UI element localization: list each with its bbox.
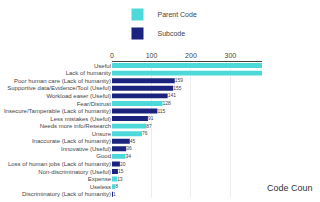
svg-text:Supportive data/Evidence/Tool: Supportive data/Evidence/Tool (Useful) bbox=[7, 85, 111, 91]
svg-text:8: 8 bbox=[115, 184, 118, 189]
svg-text:Needs more info/Research: Needs more info/Research bbox=[40, 123, 111, 129]
svg-text:Unsure: Unsure bbox=[92, 131, 112, 137]
svg-text:Expense: Expense bbox=[88, 176, 112, 182]
svg-text:200: 200 bbox=[185, 52, 197, 59]
svg-text:Good: Good bbox=[96, 153, 111, 159]
svg-text:45: 45 bbox=[130, 139, 136, 144]
svg-text:Inaccurate (Lack of humanity): Inaccurate (Lack of humanity) bbox=[32, 138, 111, 144]
svg-text:300: 300 bbox=[225, 52, 237, 59]
svg-text:Workload easer (Useful): Workload easer (Useful) bbox=[46, 93, 111, 99]
svg-text:13: 13 bbox=[117, 177, 123, 182]
svg-text:1: 1 bbox=[113, 192, 116, 197]
svg-text:141: 141 bbox=[168, 93, 176, 98]
svg-text:Innovative (Useful): Innovative (Useful) bbox=[61, 146, 111, 152]
svg-text:91: 91 bbox=[148, 116, 154, 121]
svg-text:36: 36 bbox=[126, 146, 132, 151]
svg-text:Loss of human jobs (Lack of hu: Loss of human jobs (Lack of humanity) bbox=[8, 161, 111, 167]
svg-text:34: 34 bbox=[125, 154, 131, 159]
svg-text:Useless: Useless bbox=[90, 184, 111, 190]
svg-text:155: 155 bbox=[173, 86, 181, 91]
svg-text:Useful: Useful bbox=[94, 63, 111, 69]
svg-text:0: 0 bbox=[110, 52, 114, 59]
svg-text:Subcode: Subcode bbox=[158, 30, 186, 37]
svg-text:115: 115 bbox=[157, 109, 165, 114]
svg-text:Code Coun: Code Coun bbox=[267, 183, 313, 193]
svg-text:Parent Code: Parent Code bbox=[158, 11, 197, 18]
svg-text:Fear/Distrust: Fear/Distrust bbox=[77, 101, 112, 107]
svg-text:Discriminatory (Lack of humani: Discriminatory (Lack of humanity) bbox=[22, 191, 111, 197]
svg-text:76: 76 bbox=[142, 131, 148, 136]
svg-text:128: 128 bbox=[163, 101, 171, 106]
svg-text:159: 159 bbox=[175, 78, 183, 83]
svg-text:87: 87 bbox=[146, 124, 152, 129]
svg-text:Insecure/Tamperable (Lack of h: Insecure/Tamperable (Lack of humanity) bbox=[4, 108, 111, 114]
svg-text:20: 20 bbox=[120, 162, 126, 167]
svg-text:Poor human care (Lack of human: Poor human care (Lack of humanity) bbox=[14, 78, 111, 84]
svg-text:Less mistakes (Useful): Less mistakes (Useful) bbox=[50, 116, 111, 122]
svg-text:Non-discriminatory (Useful): Non-discriminatory (Useful) bbox=[38, 169, 111, 175]
svg-text:15: 15 bbox=[118, 169, 124, 174]
svg-text:Lack of humanity: Lack of humanity bbox=[66, 70, 111, 76]
svg-text:100: 100 bbox=[146, 52, 158, 59]
